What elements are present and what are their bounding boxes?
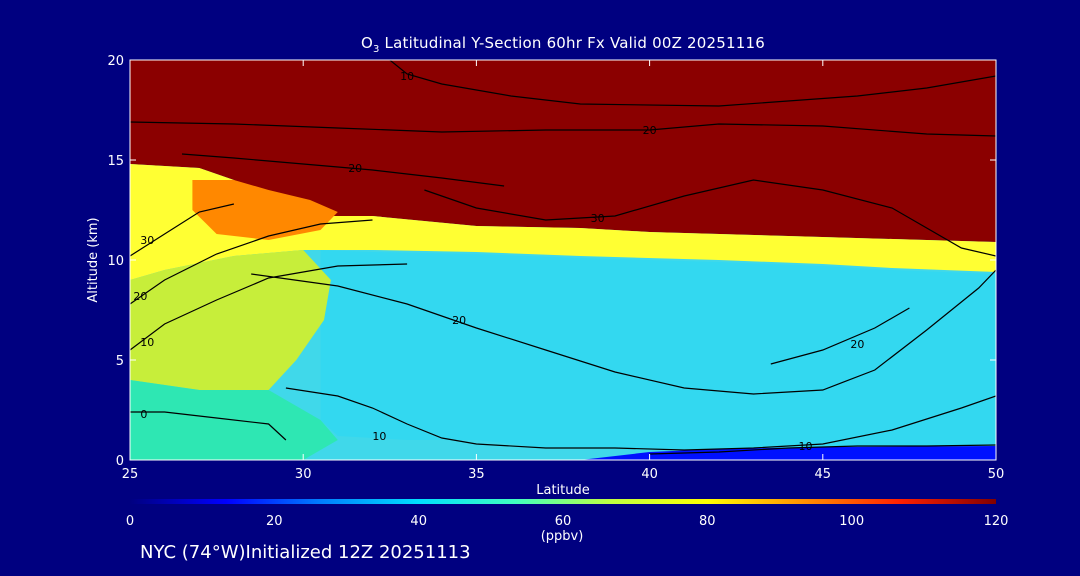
y-tick-label-2: 10: [107, 254, 124, 269]
contour-line-11: [649, 444, 996, 455]
colorbar: [130, 499, 996, 504]
contour-line-2: [130, 121, 996, 137]
x-tick-label-4: 45: [815, 467, 832, 482]
x-tick-label-0: 25: [122, 467, 139, 482]
y-axis-label: Altitude (km): [86, 217, 101, 302]
band-tropopause-yellow: [130, 164, 996, 280]
colorbar-units: (ppbv): [541, 529, 584, 544]
contour-label-11: 10: [799, 440, 813, 453]
band-mid-cyan: [320, 250, 996, 450]
band-lower-left-green: [130, 250, 331, 390]
x-tick-label-5: 50: [988, 467, 1005, 482]
color-fill-layer: [130, 60, 996, 460]
contour-label-5: 30: [140, 234, 154, 247]
colorbar-tick-label-1: 20: [266, 514, 283, 529]
axes-layer: 25 30 35 40 45 50 0 5 10 15 20: [107, 54, 1004, 482]
x-tick-label-3: 40: [641, 467, 658, 482]
title-prefix: O: [361, 34, 374, 52]
contour-label-1: 10: [400, 70, 414, 83]
contour-line-7: [130, 263, 408, 351]
x-tick-label-1: 30: [295, 467, 312, 482]
contour-line-5: [130, 203, 235, 257]
contour-label-10: 10: [372, 430, 386, 443]
contour-line-9: [770, 307, 910, 365]
colorbar-tick-label-5: 100: [839, 514, 864, 529]
contour-label-6: 20: [133, 290, 147, 303]
contour-layer: 10 20 20 30 30 20 10 20 20 10 10 0: [130, 60, 996, 455]
contour-label-12: 0: [140, 408, 147, 421]
band-orange-halo: [192, 180, 338, 240]
y-tick-label-3: 15: [107, 154, 124, 169]
y-tick-label-4: 20: [107, 54, 124, 69]
title-subscript: 3: [373, 44, 380, 55]
contour-line-4: [424, 179, 996, 257]
y-tick-label-1: 5: [116, 354, 124, 369]
colorbar-tick-label-4: 80: [699, 514, 716, 529]
contour-line-6: [130, 219, 373, 305]
x-axis-label: Latitude: [536, 483, 590, 498]
contour-line-10: [285, 387, 996, 451]
y-tick-label-0: 0: [116, 454, 124, 469]
footer-init-text: NYC (74°W)Initialized 12Z 20251113: [140, 542, 471, 563]
contour-label-3: 20: [348, 162, 362, 175]
band-deep-blue-surface: [580, 446, 996, 460]
contour-label-8: 20: [452, 314, 466, 327]
colorbar-tick-label-0: 0: [126, 514, 134, 529]
colorbar-tick-label-2: 40: [410, 514, 427, 529]
contour-label-2: 20: [643, 124, 657, 137]
contour-line-8: [251, 269, 996, 395]
colorbar-ticks: 0 20 40 60 80 100 120: [126, 514, 1009, 529]
band-high: [130, 60, 996, 242]
contour-label-9: 20: [850, 338, 864, 351]
title-text: Latitudinal Y-Section 60hr Fx Valid 00Z …: [379, 34, 765, 52]
contour-label-4: 30: [591, 212, 605, 225]
colorbar-tick-label-3: 60: [555, 514, 572, 529]
x-tick-label-2: 35: [468, 467, 485, 482]
contour-line-12: [130, 411, 287, 441]
contour-line-1: [389, 60, 996, 107]
contour-line-3: [181, 153, 505, 187]
chart-title: O3 Latitudinal Y-Section 60hr Fx Valid 0…: [130, 34, 996, 55]
colorbar-tick-label-6: 120: [984, 514, 1009, 529]
contour-label-7: 10: [140, 336, 154, 349]
